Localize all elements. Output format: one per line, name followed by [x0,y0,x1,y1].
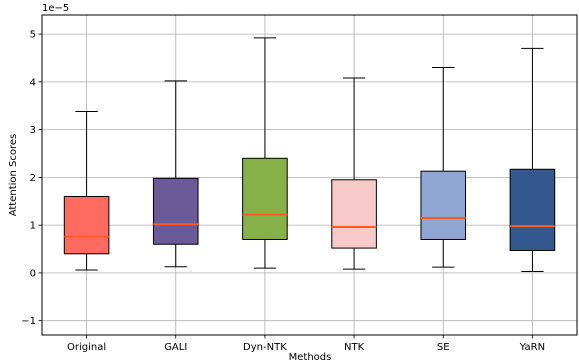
plot-area [42,15,577,335]
iqr-box [63,195,110,255]
y-tick-label: 0 [30,268,36,279]
iqr-box [420,170,467,240]
x-axis-ticks: Original GALI Dyn-NTK NTK SE YaRN [67,335,545,353]
x-tick-label: Original [67,342,106,353]
axis-scale-label: 1e−5 [42,3,69,14]
x-tick-label: SE [437,342,450,353]
y-tick-label: 5 [30,30,36,41]
y-tick-label: 1 [30,221,36,232]
box-original [63,110,110,271]
y-tick-label: 2 [30,173,36,184]
y-axis-label: Attention Scores [8,134,19,217]
x-tick-label: NTK [344,342,365,353]
iqr-box [509,168,556,251]
box-yarn [509,47,556,272]
x-tick-label: YaRN [519,342,545,353]
box-ntk [331,77,377,270]
x-axis-label: Methods [289,352,332,362]
y-tick-label: 4 [30,77,36,88]
iqr-box [152,177,199,245]
y-axis-ticks: −1 0 1 2 3 4 5 [21,30,42,327]
box-dyn-ntk [242,37,288,269]
x-tick-label: Dyn-NTK [243,342,287,353]
iqr-box [242,157,288,240]
y-tick-label: −1 [21,316,36,327]
y-tick-label: 3 [30,125,36,136]
x-tick-label: GALI [164,342,187,353]
plot-frame [41,14,578,336]
boxes [63,37,556,272]
box-gali [152,80,199,268]
iqr-box [331,179,377,249]
box-se [420,67,467,268]
